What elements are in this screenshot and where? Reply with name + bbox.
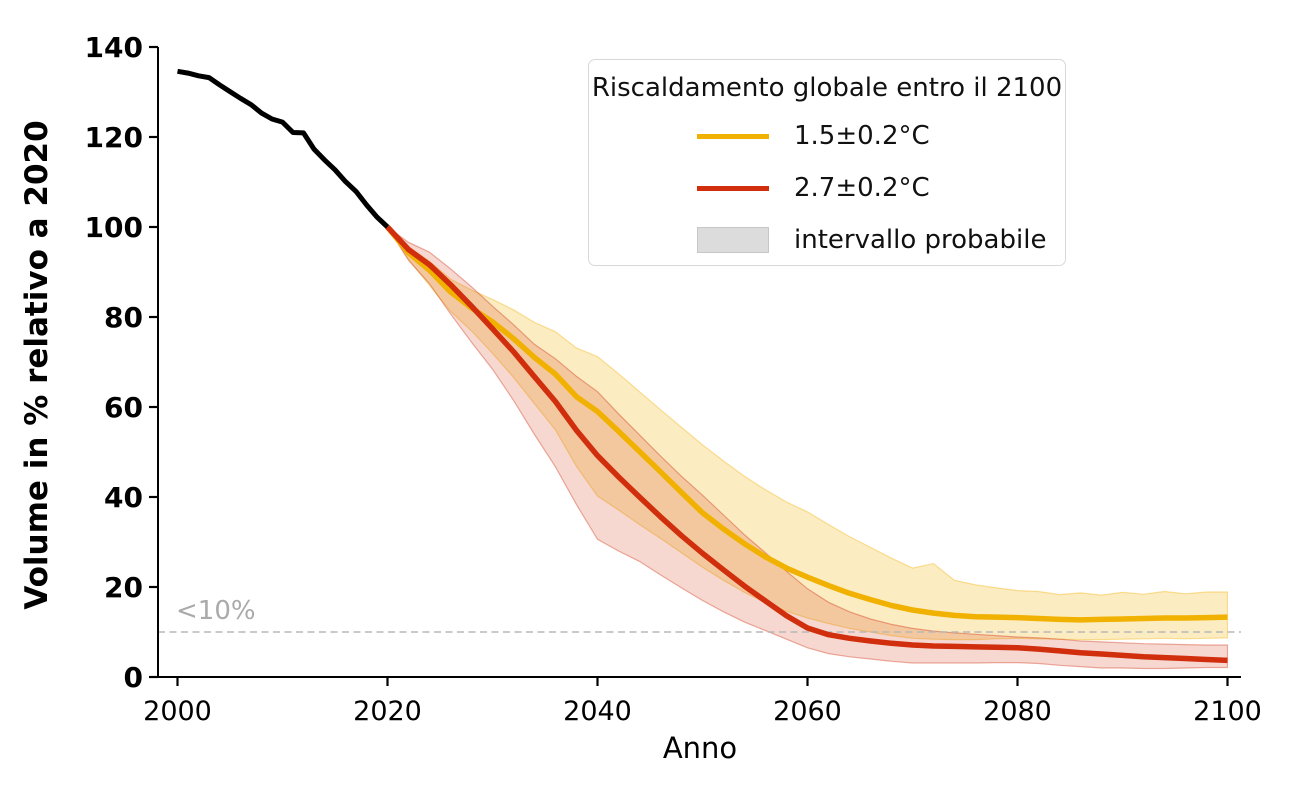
legend-item-1.5C: 1.5±0.2°C <box>589 110 1065 162</box>
x-tick-label: 2080 <box>983 696 1052 727</box>
legend-label-2.7C: 2.7±0.2°C <box>794 173 930 203</box>
legend-label-likely-range: intervallo probabile <box>794 225 1047 255</box>
threshold-label: <10% <box>176 596 256 626</box>
band-1.5±0.2°C <box>386 226 1229 641</box>
legend-item-2.7C: 2.7±0.2°C <box>589 162 1065 214</box>
legend-line-swatch-2.7C-icon <box>697 185 769 191</box>
y-tick-label: 100 <box>85 211 143 244</box>
legend-label-1.5C: 1.5±0.2°C <box>794 121 930 151</box>
y-tick-label: 120 <box>85 121 143 154</box>
legend-patch-swatch-likely-range-icon <box>697 227 769 253</box>
line-2.7±0.2°C <box>385 225 1228 664</box>
legend-item-likely-range: intervallo probabile <box>589 214 1065 266</box>
x-tick-label: 2040 <box>563 696 632 727</box>
lines-layer <box>177 68 1228 664</box>
bands-layer <box>386 226 1229 670</box>
legend: Riscaldamento globale entro il 2100 1.5±… <box>588 59 1066 266</box>
y-axis-label: Volume in % relativo a 2020 <box>19 120 55 610</box>
x-tick-label: 2060 <box>773 696 842 727</box>
legend-title: Riscaldamento globale entro il 2100 <box>591 73 1063 103</box>
x-tick-label: 2000 <box>143 696 212 727</box>
y-tick-label: 0 <box>124 661 143 694</box>
x-axis-label: Anno <box>662 731 738 765</box>
y-tick-label: 140 <box>85 31 143 64</box>
line-storico <box>177 68 390 229</box>
band-2.7±0.2°C <box>386 226 1229 670</box>
x-tick-label: 2020 <box>353 696 422 727</box>
y-tick-label: 80 <box>104 301 143 334</box>
axes-layer: 2000 2020 2040 2060 2080 21000204060801001201… <box>85 31 1262 727</box>
x-tick-label: 2100 <box>1193 696 1262 727</box>
legend-line-swatch-1.5C-icon <box>697 133 769 139</box>
line-1.5±0.2°C <box>385 225 1228 623</box>
y-tick-label: 60 <box>104 391 143 424</box>
y-tick-label: 20 <box>104 571 143 604</box>
y-tick-label: 40 <box>104 481 143 514</box>
